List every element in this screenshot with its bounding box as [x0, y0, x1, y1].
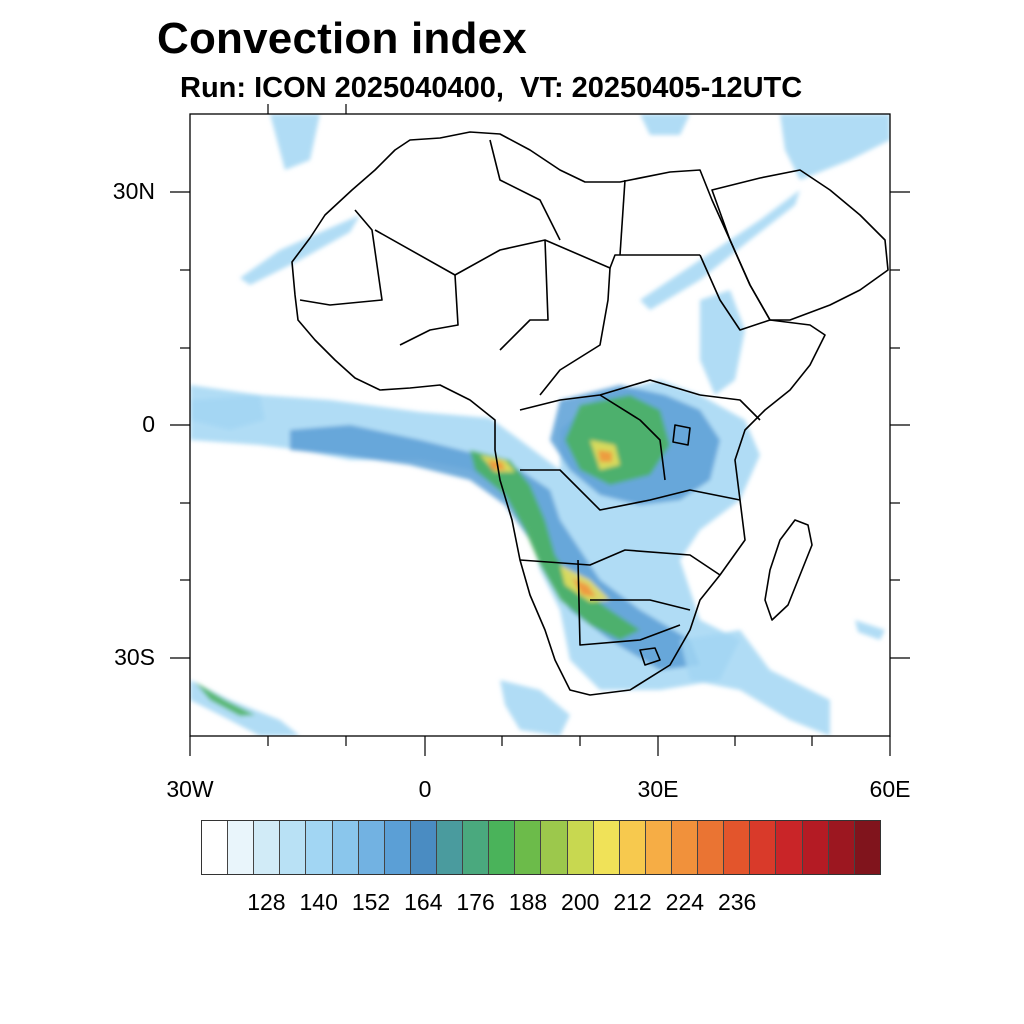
border-line [699, 394, 761, 421]
colorbar-label: 212 [613, 889, 652, 915]
colorbar-box [645, 821, 672, 874]
colorbar-box [515, 821, 542, 874]
border-line [519, 549, 721, 576]
colorbar-box [698, 821, 725, 874]
colorbar-box [828, 821, 855, 874]
x-tick-label: 30E [637, 776, 679, 802]
border-line [499, 239, 549, 351]
colorbar-box [202, 821, 229, 874]
africa-coastline [291, 131, 826, 696]
field-light [640, 114, 690, 135]
field-orange [598, 450, 612, 462]
colorbar-box [436, 821, 464, 874]
colorbar-box [567, 821, 594, 874]
map-title: Convection index [157, 14, 527, 63]
border-line [374, 229, 700, 276]
tick-marks [170, 104, 910, 756]
field-light [270, 114, 320, 170]
colorbar-box [228, 821, 255, 874]
colorbar-box [306, 821, 333, 874]
y-tick-label: 30N [112, 178, 155, 204]
colorbar-box [384, 821, 411, 874]
colorbar-label: 128 [247, 889, 286, 915]
colorbar [201, 820, 881, 875]
border-line [299, 209, 383, 306]
country-borders [291, 131, 889, 696]
colorbar-box [593, 821, 620, 874]
border-line [590, 599, 691, 611]
colorbar-box [750, 821, 777, 874]
colorbar-box [854, 821, 880, 874]
colorbar-label: 188 [508, 889, 548, 915]
colorbar-label: 164 [404, 889, 443, 915]
colorbar-box [489, 821, 516, 874]
colorbar-box [671, 821, 699, 874]
colorbar-label: 236 [717, 889, 757, 915]
border-line [399, 274, 459, 346]
field-green [470, 450, 640, 640]
run-subtitle: Run: ICON 2025040400, VT: 20250405-12UTC [180, 72, 803, 104]
border-line [539, 267, 611, 396]
field-light [500, 680, 570, 736]
x-tick-label: 0 [418, 776, 432, 802]
colorbar-box [463, 821, 490, 874]
border-line [619, 179, 626, 256]
border-line [520, 469, 741, 511]
field-light [640, 190, 800, 310]
colorbar-label: 176 [456, 889, 495, 915]
arabia-coastline [711, 169, 889, 321]
colorbar-box [410, 821, 437, 874]
colorbar-box [332, 821, 359, 874]
field-light [190, 680, 300, 736]
field-orange [488, 460, 505, 470]
x-tick-label: 60E [869, 776, 911, 802]
colorbar-label: 224 [665, 889, 705, 915]
field-green [565, 395, 670, 485]
colorbar-box [776, 821, 803, 874]
colorbar-label: 152 [351, 889, 391, 915]
colorbar-box [802, 821, 829, 874]
lesotho-border [639, 647, 661, 666]
field-light [190, 385, 265, 430]
border-line [599, 394, 666, 481]
field-light [700, 290, 745, 395]
colorbar-box [724, 821, 751, 874]
colorbar-label: 140 [299, 889, 338, 915]
madagascar-coastline [764, 519, 813, 621]
field-yellow [560, 565, 610, 602]
colorbar-label: 200 [561, 889, 600, 915]
border-line [489, 139, 561, 241]
colorbar-box [541, 821, 568, 874]
field-light [780, 114, 890, 180]
x-tick-label: 30W [166, 776, 214, 802]
field-light [855, 620, 885, 640]
border-line [577, 559, 681, 646]
colorbar-box [619, 821, 646, 874]
colorbar-box [254, 821, 281, 874]
colorbar-box [358, 821, 385, 874]
border-line [699, 254, 771, 331]
colorbar-box [280, 821, 307, 874]
y-tick-label: 30S [114, 644, 155, 670]
convection-field [190, 114, 890, 736]
field-green [195, 682, 255, 716]
lake-victoria [672, 424, 691, 446]
field-light [680, 630, 830, 736]
y-tick-label: 0 [142, 411, 155, 437]
